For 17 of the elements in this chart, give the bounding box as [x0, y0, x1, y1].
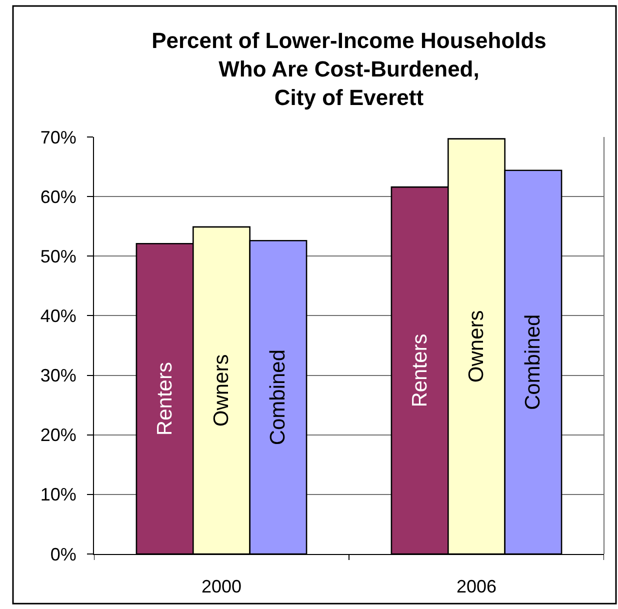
chart-title: Percent of Lower-Income Households Who Are Cost-Burdened, City of Everett [152, 28, 546, 110]
y-tick-label: 10% [40, 484, 76, 505]
series-label: Combined [522, 314, 545, 410]
text: Combined [266, 349, 290, 446]
y-tick-label: 20% [40, 425, 76, 446]
x-tick-label: 2000 [201, 576, 242, 597]
x-tick-label: 2006 [456, 576, 497, 597]
series-label: Renters [408, 334, 432, 408]
text: Owners [465, 310, 488, 383]
y-tick-label: 40% [40, 306, 76, 326]
y-tick-label: 30% [40, 366, 76, 386]
y-tick-label: 60% [40, 186, 76, 207]
y-tick-label: 0% [50, 544, 76, 564]
series-label: Owners [210, 354, 233, 427]
text: Renters [153, 362, 176, 436]
y-tick-label: 70% [40, 127, 76, 148]
y-tick-label: 50% [40, 246, 76, 266]
